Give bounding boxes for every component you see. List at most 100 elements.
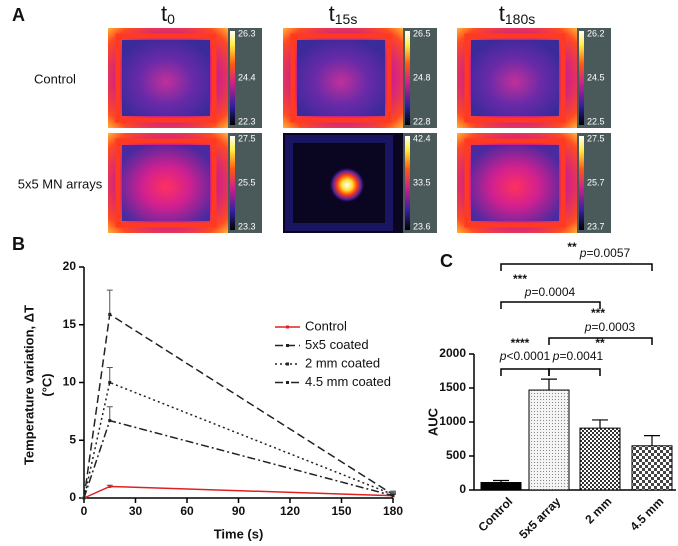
colorbar-label: 25.5: [238, 177, 256, 187]
header-sub: 180s: [505, 11, 535, 27]
series-line: [83, 485, 394, 499]
y-tick-label: 1500: [439, 380, 466, 394]
thermal-image: 26.3 24.4 22.3: [108, 28, 262, 128]
x-tick-label: 2 mm: [582, 494, 614, 526]
bar: [528, 389, 570, 491]
image-frame: [115, 138, 217, 228]
image-frame: [464, 33, 566, 123]
colorbar-label: 24.8: [413, 72, 431, 82]
significance-stars: **: [567, 240, 577, 254]
legend-label: 2 mm coated: [305, 355, 380, 370]
significance-bracket: [500, 368, 550, 376]
y-tick-label: 1000: [439, 414, 466, 428]
image-inner: [122, 145, 210, 221]
y-tick-label: 500: [446, 448, 466, 462]
significance-bracket: [548, 337, 653, 345]
series-line: [83, 381, 394, 499]
colorbar-label: 22.5: [587, 116, 605, 126]
p-text: =0.0057: [586, 246, 630, 260]
colorbar-label: 27.5: [587, 133, 605, 143]
p-text: =0.0041: [559, 349, 603, 363]
legend-marker: [286, 362, 289, 366]
image-frame: [464, 138, 566, 228]
x-tick-label: 60: [180, 504, 194, 518]
significance-bracket: [500, 263, 653, 271]
x-tick-label: 30: [129, 504, 143, 518]
y-axis-label: (°C): [39, 373, 54, 396]
hot-spot: [329, 167, 365, 203]
x-tick-label: 4.5 mm: [627, 494, 666, 533]
colorbar: [230, 136, 235, 230]
x-tick-label: 5x5 array: [516, 494, 563, 541]
row-label: Control: [34, 71, 76, 86]
image-inner: [471, 40, 559, 116]
significance-bracket: [548, 368, 601, 376]
p-text: =0.0004: [531, 285, 575, 299]
column-header: t0: [161, 1, 175, 27]
thermal-image: 26.5 24.8 22.8: [283, 28, 437, 128]
colorbar-label: 23.7: [587, 221, 605, 231]
point: [108, 419, 112, 423]
image-frame: [115, 33, 217, 123]
colorbar-label: 24.4: [238, 72, 256, 82]
colorbar: [579, 31, 584, 125]
legend-marker: [286, 325, 289, 329]
significance-bracket: [500, 301, 601, 309]
p-value: p=0.0003: [584, 320, 636, 334]
image-inner: [297, 40, 385, 116]
header-sub: 0: [167, 11, 175, 27]
panel-label: A: [12, 5, 25, 25]
error-bar: [106, 406, 113, 421]
colorbar-label: 25.7: [587, 177, 605, 187]
legend-label: 5x5 coated: [305, 337, 369, 352]
colorbar-label: 26.3: [238, 28, 256, 38]
x-axis-label: Time (s): [214, 526, 264, 541]
header-base: t: [499, 1, 505, 26]
y-tick-label: 0: [459, 482, 466, 496]
error-bar: [106, 366, 113, 383]
thermal-image: 27.5 25.5 23.3: [108, 133, 262, 233]
p-value: p<0.0001: [499, 349, 551, 363]
bar: [579, 427, 621, 491]
image-inner: [122, 40, 210, 116]
significance-stars: ***: [591, 306, 605, 320]
panel-label: B: [12, 234, 25, 254]
colorbar-label: 42.4: [413, 133, 431, 143]
y-tick-label: 10: [63, 375, 77, 389]
header-base: t: [161, 1, 167, 26]
p-symbol: p: [584, 320, 592, 334]
column-header: t180s: [499, 1, 535, 27]
y-tick-label: 5: [69, 432, 76, 446]
legend-marker: [286, 344, 289, 347]
thermal-image: 27.5 25.7 23.7: [457, 133, 611, 233]
point: [391, 494, 395, 498]
colorbar: [405, 136, 410, 230]
image-frame: [290, 33, 392, 123]
p-symbol: p: [524, 285, 532, 299]
colorbar-label: 26.5: [413, 28, 431, 38]
error-bar: [541, 378, 557, 391]
p-text: <0.0001: [506, 349, 550, 363]
colorbar: [405, 31, 410, 125]
bar: [480, 482, 522, 491]
colorbar-label: 22.8: [413, 116, 431, 126]
image-inner: [471, 145, 559, 221]
colorbar-label: 27.5: [238, 133, 256, 143]
header-base: t: [329, 1, 335, 26]
p-symbol: p: [499, 349, 507, 363]
colorbar-label: 23.6: [413, 221, 431, 231]
y-axis-label: AUC: [425, 407, 440, 436]
p-value: p=0.0004: [524, 285, 576, 299]
y-axis-label: Temperature variation, ΔT: [21, 305, 36, 465]
legend-marker: [286, 381, 289, 384]
p-value: p=0.0057: [579, 246, 631, 260]
x-tick-label: 120: [280, 504, 300, 518]
y-tick-label: 20: [63, 259, 77, 273]
error-bar: [644, 435, 660, 446]
error-bar: [592, 419, 608, 429]
error-bar: [106, 289, 113, 315]
colorbar: [230, 31, 235, 125]
p-symbol: p: [579, 246, 587, 260]
significance-stars: ****: [511, 336, 530, 350]
